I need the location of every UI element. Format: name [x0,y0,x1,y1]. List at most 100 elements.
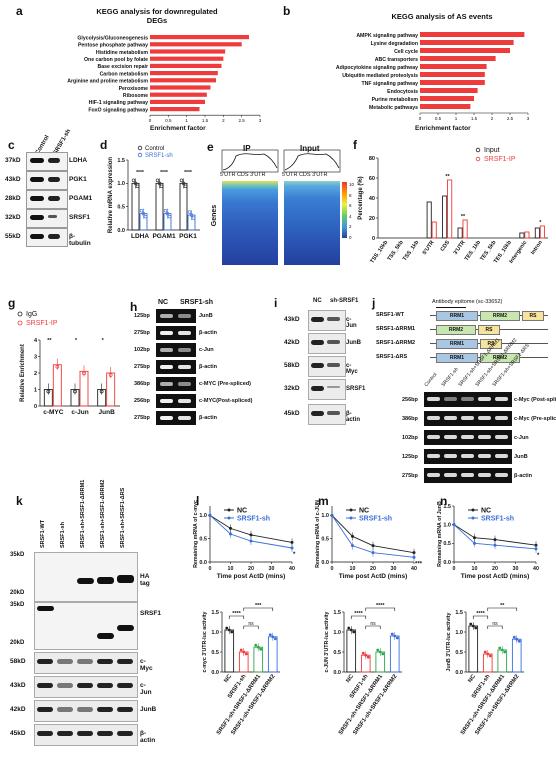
blot-size-label: 35kD [10,552,25,558]
x-tick-label: 10 [228,566,234,572]
gel-size-label: 386bp [402,416,418,422]
significance-bracket [350,615,367,619]
gel-strip [156,394,196,408]
blot-band [327,411,340,415]
blot-band [77,731,93,736]
x-tick-label: 10 [350,566,356,572]
significance-bracket [487,625,503,629]
series-line-NC [331,515,415,554]
x-tick-label: 1 [455,116,458,121]
kegg-bar [420,72,485,77]
bar-Input [426,201,432,239]
gel-name-label: c-Jun [514,435,529,441]
gel-size-label: 125bp [402,454,418,460]
gel-size-label: 102bp [134,347,150,353]
x-tick-label: 30 [269,566,275,572]
gel-strip [156,309,196,323]
kegg-bar [420,56,496,61]
gel-band [495,454,508,458]
y-tick-label: 1.0 [199,513,207,519]
kegg-category-label: Endocytosis [387,89,418,95]
blot-band [117,707,133,712]
x-tick-label: 10 [472,566,478,572]
significance-mark: * [539,220,542,226]
panel-label-d: d [100,138,108,152]
blot-band [30,234,44,239]
chart-b-kegg-as: AMPK signaling pathway Lysine degradation… [336,32,530,121]
gel-size-label: 102bp [402,435,418,441]
data-point [143,214,148,219]
construct-name: SRSF1-ΔRS [376,354,408,360]
kegg-bar [420,104,471,109]
gel-size-label: 256bp [402,397,418,403]
blot-band [30,158,44,163]
gel-band [160,399,173,403]
kegg-bar [150,49,226,54]
legend-label: SRSF1-IP [484,156,516,163]
data-point [135,184,140,189]
gel-band [478,416,491,420]
data-point [273,637,277,641]
x-category-label: CDS [440,239,452,252]
significance-mark: ns [492,621,498,627]
blot-band [48,177,60,182]
data-point [259,647,263,651]
scale-6: 6 [349,203,352,208]
kegg-category-label: TNF signaling pathway [362,81,419,87]
legend-marker [17,320,23,326]
kegg-bar [150,71,218,76]
y-axis-label: Remaining mRNA of c-myc [193,500,199,568]
blot-band [117,731,133,736]
y-tick-label: 20 [369,216,375,222]
scale-10: 10 [349,182,355,187]
y-axis-label: c-myc 3'UTR-luc activity [202,611,208,672]
gel-band [495,397,508,401]
domain-rrm1: RRM1 [436,339,478,349]
blot-band [327,386,340,388]
data-point [230,630,234,634]
gel-band [178,382,191,386]
bar-SRSF1-IP [431,221,437,239]
gel-name-label: β-actin [199,415,218,421]
blot-band [327,363,340,367]
y-tick-label: 1.0 [117,181,125,187]
x-category-label: LDHA [131,233,149,240]
gel-band [478,397,491,401]
gel-name-label: β-actin [514,473,533,479]
legend-label: SRSF1-sh [481,516,514,523]
panel-e-genes-label: Genes [211,204,219,227]
data-point [488,654,492,658]
gel-band [178,365,191,369]
kegg-category-label: Histidine metabolism [96,50,149,56]
y-tick-label: 1.5 [117,158,125,164]
lane-label: SRSF1-sh [60,522,66,548]
legend-marker [227,516,231,520]
chart-g-enrichment: 0 1 2 3 4 Relative Enrichment c-MYC ** c-Jun * Jun… [17,311,120,416]
x-tick-label: 2.5 [239,118,246,123]
blot-protein-label: β-tubulin [69,233,91,247]
significance-mark: ** [47,338,52,344]
blot-size-label: 28kD [5,195,21,202]
gel-name-label: c-Myc (Post-spliced) [514,397,556,403]
significance-bracket [243,607,274,611]
x-axis-label: Time post ActD (mins) [217,573,286,580]
data-point [191,216,196,220]
kegg-bar [420,48,510,53]
data-point [163,208,168,213]
blot-strip [308,379,346,400]
data-point [361,651,365,655]
data-point [187,210,192,214]
x-tick-label: 0 [331,566,334,572]
significance-bracket [472,615,489,619]
gel-band [461,435,474,439]
bar-Input [457,227,463,239]
x-tick-label: 1 [185,118,188,123]
kegg-bar [150,35,249,40]
blot-name-label: c-Jun [140,682,152,696]
x-tick-label: 0 [149,118,152,123]
significance-mark: **** [184,170,192,176]
kegg-category-label: Glycolysis/Gluconeogenesis [77,35,148,41]
blot-name-label: SRSF1 [346,386,366,392]
panel-label-a: a [16,4,23,18]
